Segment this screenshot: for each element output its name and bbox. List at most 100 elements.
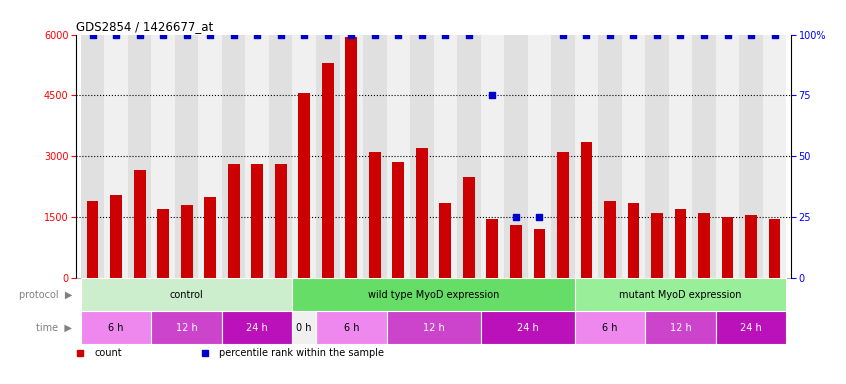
Bar xyxy=(199,35,222,278)
Text: 6 h: 6 h xyxy=(108,323,124,333)
Bar xyxy=(181,205,193,278)
Text: 0 h: 0 h xyxy=(296,323,312,333)
Point xyxy=(392,31,405,38)
Bar xyxy=(574,311,645,344)
Bar xyxy=(433,35,457,278)
Bar xyxy=(251,164,263,278)
Text: 12 h: 12 h xyxy=(176,323,197,333)
Point xyxy=(321,31,334,38)
Bar xyxy=(645,35,668,278)
Point xyxy=(486,92,499,98)
Bar xyxy=(151,311,222,344)
Bar xyxy=(674,209,686,278)
Bar xyxy=(369,152,381,278)
Text: 12 h: 12 h xyxy=(423,323,444,333)
Point xyxy=(109,31,123,38)
Bar xyxy=(510,225,522,278)
Bar xyxy=(769,219,780,278)
Text: 24 h: 24 h xyxy=(246,323,268,333)
Bar xyxy=(534,229,546,278)
Bar xyxy=(228,164,239,278)
Bar xyxy=(363,35,387,278)
Text: count: count xyxy=(94,348,122,358)
Bar xyxy=(574,35,598,278)
Bar xyxy=(698,213,710,278)
Bar xyxy=(393,162,404,278)
Point xyxy=(274,31,288,38)
Bar xyxy=(416,148,428,278)
Bar xyxy=(175,35,199,278)
Point xyxy=(509,214,523,220)
Bar xyxy=(410,35,433,278)
Bar xyxy=(551,35,574,278)
Text: GDS2854 / 1426677_at: GDS2854 / 1426677_at xyxy=(76,20,213,33)
Bar xyxy=(716,35,739,278)
Point xyxy=(133,31,146,38)
Bar xyxy=(651,213,663,278)
Bar xyxy=(439,203,451,278)
Point xyxy=(744,31,758,38)
Bar xyxy=(293,35,316,278)
Bar xyxy=(128,35,151,278)
Point xyxy=(580,31,593,38)
Bar xyxy=(692,35,716,278)
Text: 12 h: 12 h xyxy=(670,323,691,333)
Bar xyxy=(457,35,481,278)
Text: wild type MyoD expression: wild type MyoD expression xyxy=(368,290,499,300)
Point xyxy=(556,31,569,38)
Bar xyxy=(222,311,293,344)
Bar xyxy=(504,35,528,278)
Point xyxy=(250,31,264,38)
Bar xyxy=(81,311,151,344)
Bar xyxy=(387,35,410,278)
Bar xyxy=(486,219,498,278)
Bar xyxy=(151,35,175,278)
Point xyxy=(344,31,358,38)
Bar xyxy=(87,201,98,278)
Bar xyxy=(157,209,169,278)
Point xyxy=(721,31,734,38)
Bar xyxy=(299,93,310,278)
Point xyxy=(157,31,170,38)
Bar xyxy=(81,35,104,278)
Bar xyxy=(104,35,128,278)
Point xyxy=(227,31,240,38)
Point xyxy=(627,31,640,38)
Bar xyxy=(668,35,692,278)
Text: protocol  ▶: protocol ▶ xyxy=(19,290,72,300)
Bar xyxy=(645,311,716,344)
Bar xyxy=(81,278,293,311)
Bar xyxy=(110,195,122,278)
Bar xyxy=(745,215,757,278)
Bar xyxy=(134,170,146,278)
Bar xyxy=(722,217,733,278)
Text: mutant MyoD expression: mutant MyoD expression xyxy=(619,290,742,300)
Point xyxy=(768,31,782,38)
Bar xyxy=(293,311,316,344)
Point xyxy=(180,31,194,38)
Bar xyxy=(293,278,574,311)
Point xyxy=(533,214,547,220)
Point xyxy=(203,31,217,38)
Bar xyxy=(580,142,592,278)
Bar xyxy=(275,164,287,278)
Point xyxy=(673,31,687,38)
Text: 6 h: 6 h xyxy=(343,323,359,333)
Point xyxy=(298,31,311,38)
Bar xyxy=(316,311,387,344)
Text: 6 h: 6 h xyxy=(602,323,618,333)
Point xyxy=(462,31,475,38)
Bar xyxy=(269,35,293,278)
Bar xyxy=(763,35,786,278)
Bar xyxy=(481,35,504,278)
Bar xyxy=(604,201,616,278)
Bar xyxy=(321,63,333,278)
Bar xyxy=(574,278,786,311)
Bar xyxy=(345,36,357,278)
Bar xyxy=(598,35,622,278)
Bar xyxy=(557,152,569,278)
Point xyxy=(438,31,452,38)
Text: 24 h: 24 h xyxy=(740,323,762,333)
Bar xyxy=(481,311,574,344)
Bar xyxy=(245,35,269,278)
